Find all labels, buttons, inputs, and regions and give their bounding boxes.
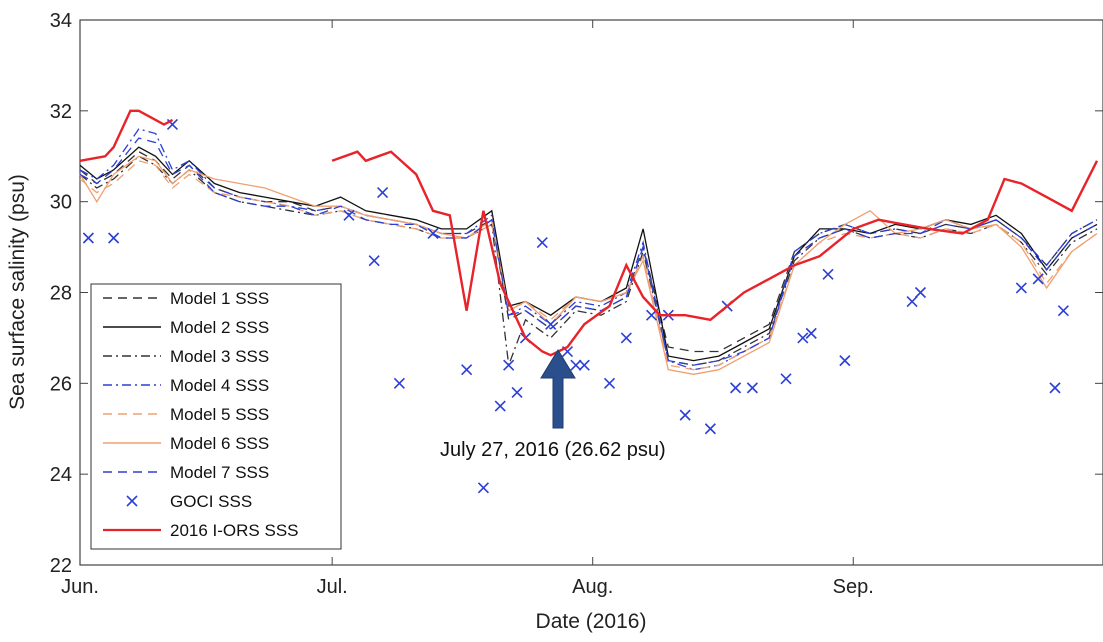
- goci-point: [1057, 305, 1069, 317]
- goci-point: [477, 482, 490, 494]
- goci-point: [914, 286, 927, 299]
- goci-point: [822, 268, 834, 280]
- goci-point: [82, 232, 94, 244]
- legend: Model 1 SSS Model 2 SSS Model 3 SSS Model 4…: [90, 283, 342, 550]
- y-tick-label: 26: [50, 373, 72, 395]
- y-tick-label: 32: [50, 101, 72, 123]
- goci-point: [393, 377, 405, 389]
- goci-point: [805, 327, 817, 339]
- goci-point: [427, 227, 439, 240]
- goci-point: [461, 364, 473, 376]
- y-tick-label: 34: [50, 10, 72, 32]
- series-line-4: [79, 128, 1098, 371]
- legend-label: Model 6 SSS: [170, 434, 269, 453]
- goci-point: [377, 187, 389, 199]
- goci-point: [536, 236, 548, 249]
- goci-point: [645, 309, 658, 321]
- goci-point: [108, 232, 120, 244]
- goci-point: [368, 255, 380, 267]
- legend-label: GOCI SSS: [170, 492, 252, 511]
- series-line-2: [79, 146, 1098, 362]
- x-axis-label: Date (2016): [536, 610, 647, 633]
- goci-point: [839, 355, 851, 367]
- y-tick-label: 30: [50, 192, 72, 214]
- legend-label: Model 4 SSS: [170, 376, 269, 395]
- goci-point: [494, 400, 506, 412]
- goci-point: [511, 386, 523, 398]
- series-line-9: [79, 109, 174, 162]
- goci-point: [797, 332, 809, 344]
- goci-point: [679, 409, 691, 421]
- annotation-arrow: [540, 349, 576, 429]
- legend-label: Model 5 SSS: [170, 405, 269, 424]
- legend-label: 2016 I-ORS SSS: [170, 521, 299, 540]
- x-tick-label: Jul.: [317, 576, 348, 598]
- goci-point: [1049, 382, 1061, 394]
- x-tick-label: Sep.: [833, 576, 874, 598]
- annotation-text: July 27, 2016 (26.62 psu): [440, 439, 666, 461]
- y-tick-label: 22: [50, 555, 72, 577]
- y-axis-label: Sea surface salinity (psu): [6, 174, 29, 410]
- y-tick-label: 28: [50, 283, 72, 305]
- series-line-7: [79, 137, 1098, 366]
- y-tick-label: 24: [50, 464, 72, 486]
- goci-point: [906, 296, 918, 308]
- series-line-9: [331, 150, 1099, 357]
- goci-point: [545, 318, 557, 330]
- x-tick-label: Jun.: [61, 576, 99, 598]
- series-layer: [79, 109, 1099, 494]
- series-line-5: [79, 160, 1098, 371]
- legend-label: Model 7 SSS: [170, 463, 269, 482]
- goci-point: [343, 209, 355, 221]
- x-tick-label: Aug.: [572, 576, 613, 598]
- goci-point: [1032, 273, 1044, 285]
- goci-point: [704, 423, 716, 435]
- goci-point: [730, 382, 742, 394]
- legend-box: [90, 283, 342, 550]
- legend-marker: [126, 495, 138, 507]
- goci-point: [746, 382, 758, 394]
- legend-label: Model 3 SSS: [170, 347, 269, 366]
- goci-point: [1015, 282, 1027, 294]
- goci-point: [620, 332, 632, 344]
- series-line-6: [79, 155, 1098, 375]
- axis-layer: 22 24 26 28 30 32 34 Jun. Jul. Aug. Sep.: [50, 10, 1103, 598]
- annotation-layer: July 27, 2016 (26.62 psu): [440, 349, 666, 461]
- goci-point: [780, 373, 792, 385]
- goci-point: [603, 377, 616, 389]
- legend-label: Model 1 SSS: [170, 289, 269, 308]
- goci-point: [578, 359, 590, 371]
- goci-point: [570, 359, 582, 371]
- legend-label: Model 2 SSS: [170, 318, 269, 337]
- goci-point: [503, 359, 515, 371]
